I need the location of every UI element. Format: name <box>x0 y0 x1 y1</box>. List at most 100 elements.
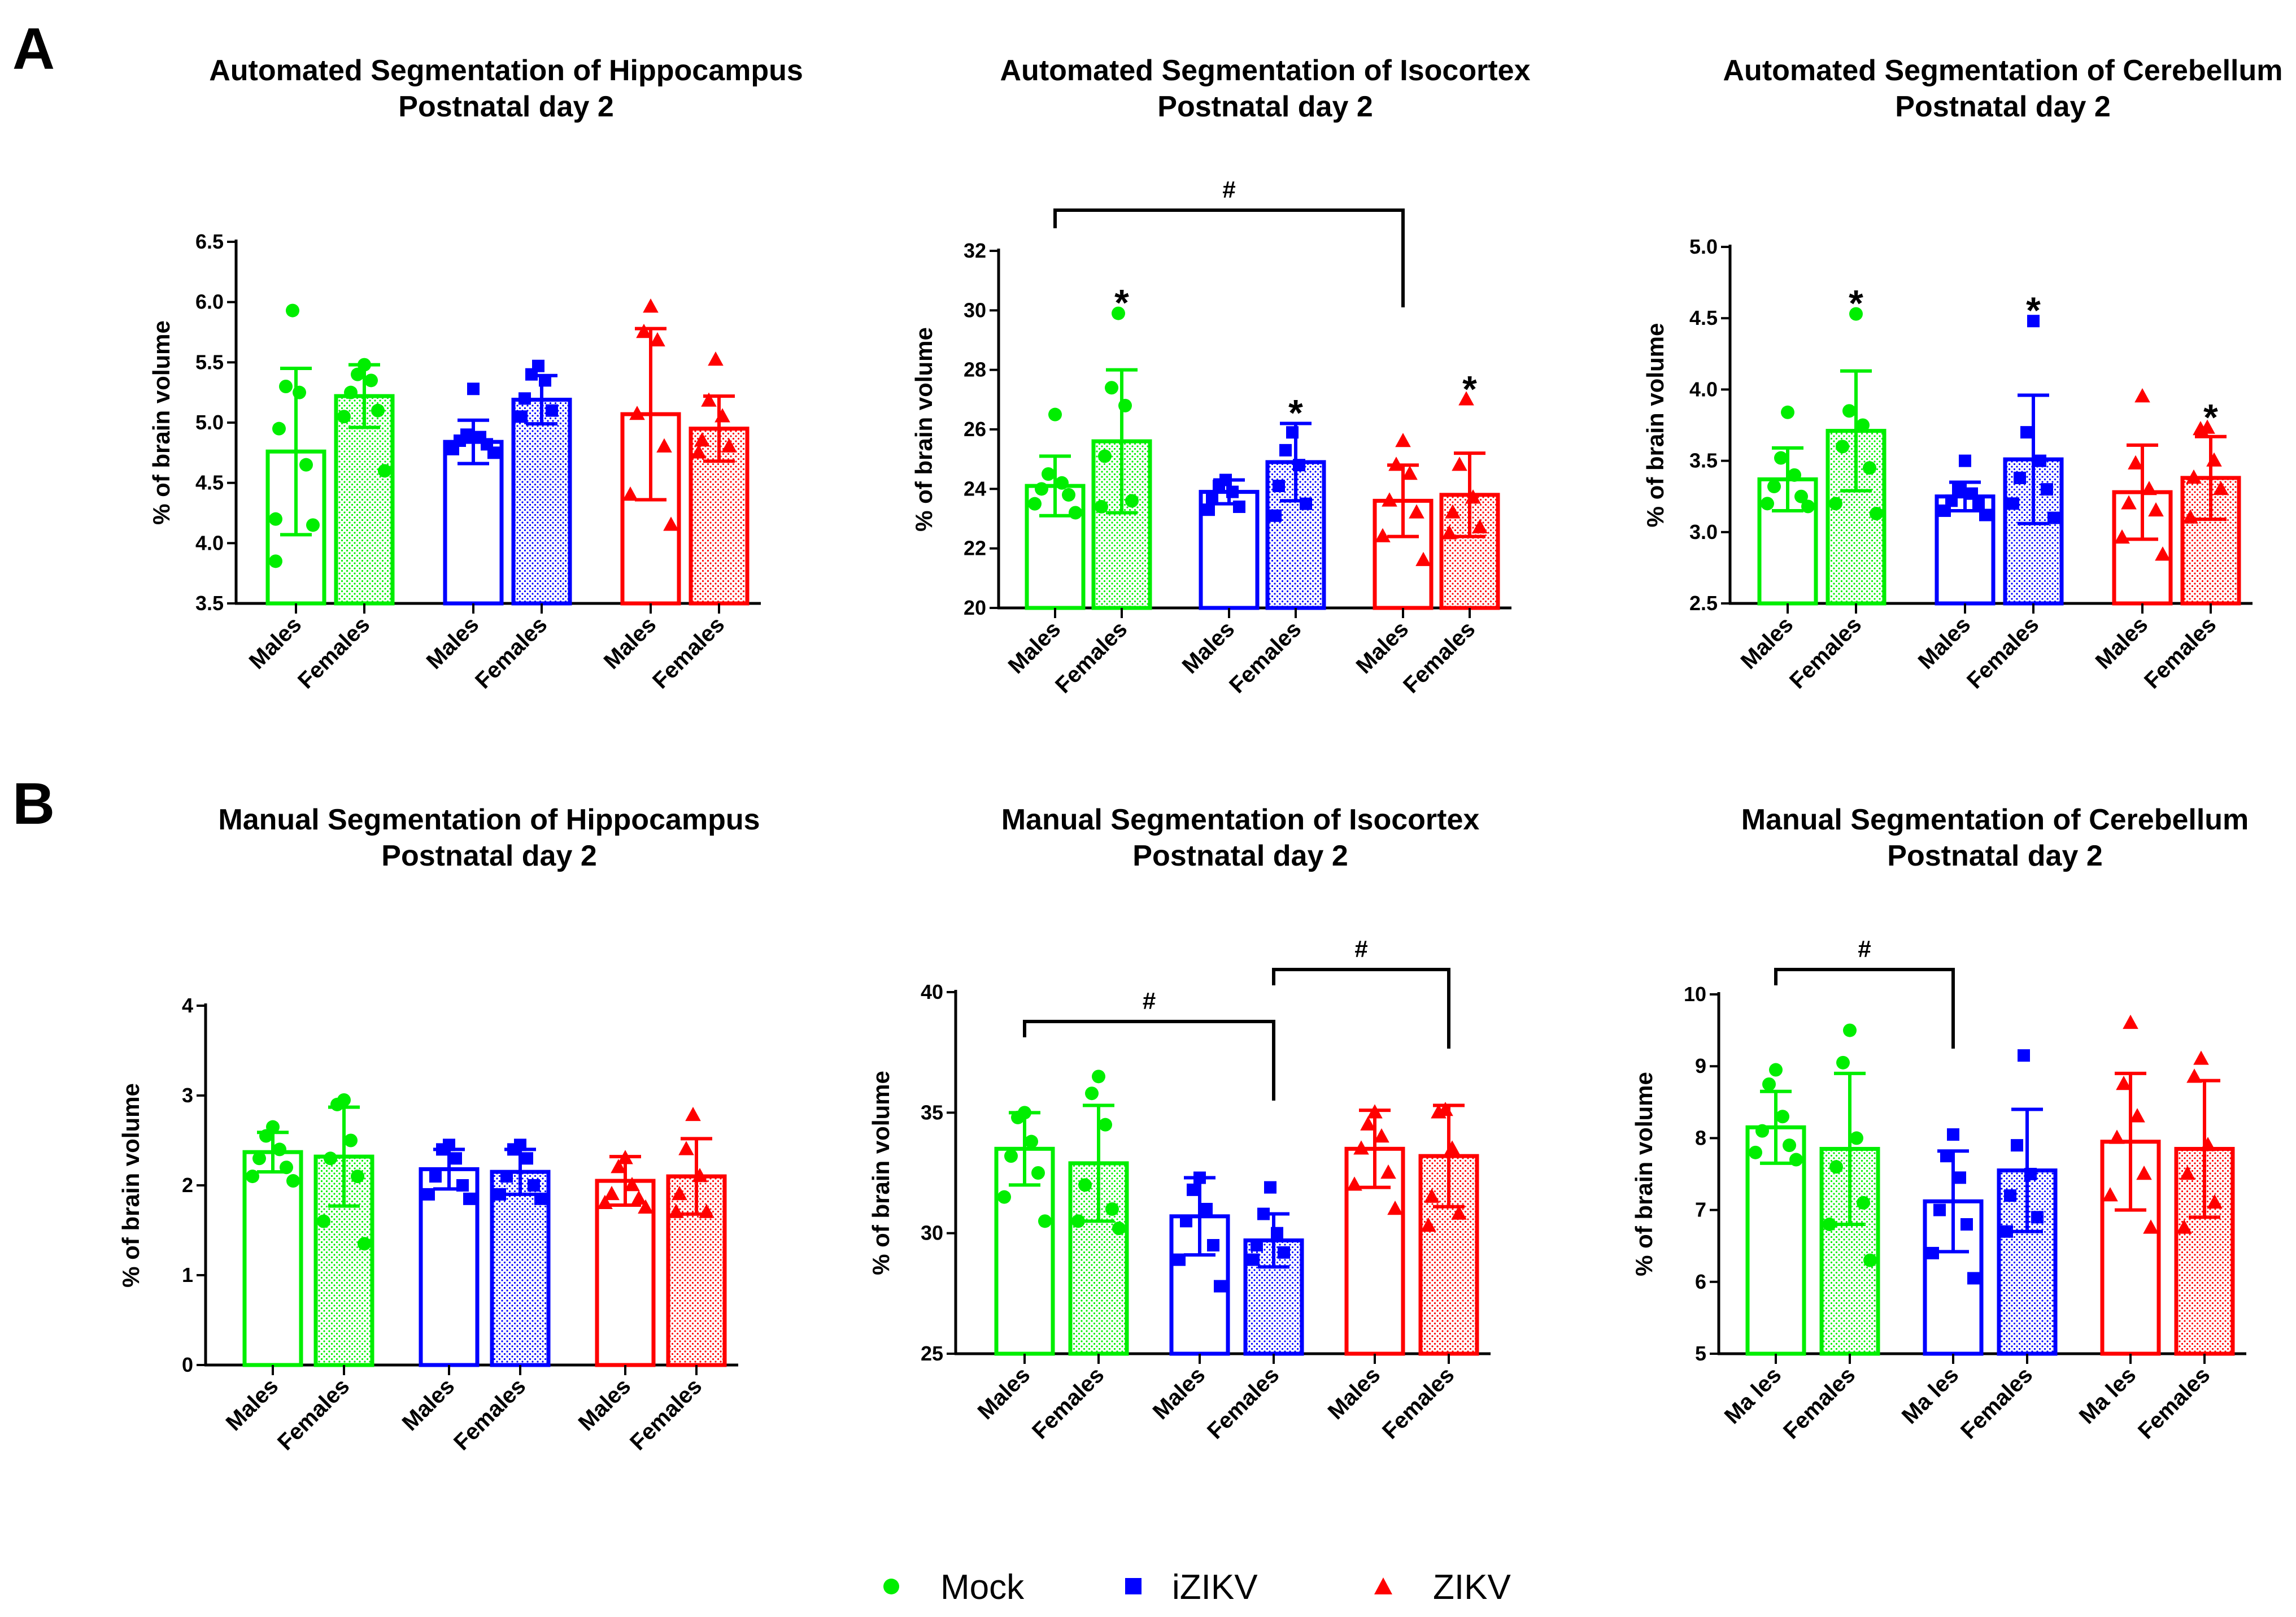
data-point <box>2128 455 2143 470</box>
data-point <box>2134 388 2150 403</box>
data-point <box>1749 1145 1762 1159</box>
chart-auto-cerebellum: Automated Segmentation of CerebellumPost… <box>1642 54 2283 694</box>
data-point <box>685 1106 701 1122</box>
data-point <box>1843 1023 1857 1037</box>
data-point <box>2034 454 2046 467</box>
x-tick-label: Males <box>2091 612 2153 674</box>
data-point <box>1112 306 1125 320</box>
y-tick-label: 2.5 <box>1689 592 1718 615</box>
data-point <box>1801 499 1815 514</box>
data-point <box>2020 426 2033 439</box>
data-point <box>2004 1189 2016 1202</box>
data-point <box>1761 497 1774 511</box>
data-point <box>1038 1214 1052 1228</box>
legend-label-zikv: ZIKV <box>1433 1568 1511 1607</box>
data-point <box>1458 391 1474 406</box>
y-tick-label: 40 <box>921 980 943 1003</box>
data-point <box>997 1190 1011 1204</box>
data-point <box>622 486 638 501</box>
x-tick-label: Females <box>449 1373 530 1455</box>
x-tick-label: Females <box>1378 1362 1459 1444</box>
x-tick-label: Ma les <box>2075 1362 2141 1429</box>
chart-subtitle: Postnatal day 2 <box>1132 840 1348 872</box>
x-tick-label: Females <box>1779 1362 1860 1444</box>
data-point <box>1445 504 1461 519</box>
data-point <box>1042 467 1055 481</box>
legend-label-mock: Mock <box>940 1568 1025 1607</box>
data-point <box>351 367 364 381</box>
data-point <box>269 554 282 568</box>
data-point <box>701 392 717 407</box>
data-point <box>1173 1253 1186 1266</box>
chart-manual-isocortex: Manual Segmentation of Isocortex Postnata… <box>868 803 1491 1444</box>
data-point <box>2047 511 2060 524</box>
y-axis-label: % of brain volume <box>148 320 175 525</box>
data-point <box>721 438 737 453</box>
data-point <box>378 464 391 478</box>
x-tick-label: Females <box>1785 612 1866 693</box>
bar-izikv-males <box>443 440 504 606</box>
data-point <box>1788 468 1801 482</box>
data-point <box>2136 1166 2152 1180</box>
data-point <box>371 403 385 418</box>
data-point <box>306 518 320 532</box>
data-point <box>629 406 645 420</box>
chart-manual-hippocampus: Manual Segmentation of Hippocampus Postna… <box>117 803 760 1455</box>
y-tick-label: 9 <box>1695 1054 1706 1077</box>
data-point <box>1031 1166 1045 1180</box>
data-point <box>429 1170 442 1183</box>
data-point <box>2027 315 2040 328</box>
data-point <box>643 298 659 313</box>
data-point <box>1829 1160 1843 1174</box>
data-point <box>1105 1202 1119 1216</box>
data-point <box>1035 482 1048 496</box>
x-tick-label: Males <box>1323 1362 1386 1424</box>
chart-auto-hippocampus: Automated Segmentation of HippocampusPos… <box>148 54 803 694</box>
significance-star: * <box>2026 289 2041 331</box>
data-point <box>1938 504 1951 517</box>
x-tick-label: Females <box>2133 1362 2215 1444</box>
chart-title: Manual Segmentation of Isocortex <box>1001 803 1480 836</box>
y-tick-label: 3.0 <box>1689 520 1718 544</box>
data-point <box>528 1179 540 1192</box>
bar-zikv-males <box>2112 490 2173 606</box>
data-point <box>1055 476 1069 490</box>
y-tick-label: 4 <box>182 994 193 1017</box>
data-point <box>631 1190 647 1205</box>
x-tick-label: Females <box>1956 1362 2037 1444</box>
data-point <box>1863 1253 1877 1267</box>
data-point <box>1947 1128 1959 1141</box>
data-point <box>1857 1196 1870 1210</box>
data-point <box>273 1142 286 1157</box>
data-point <box>1095 499 1108 514</box>
data-point <box>337 410 351 424</box>
data-point <box>1421 1217 1436 1232</box>
data-point <box>708 351 724 366</box>
significance-star: * <box>1288 392 1303 433</box>
data-point <box>1451 1205 1467 1220</box>
data-point <box>1375 528 1391 542</box>
data-point <box>1078 1178 1092 1192</box>
data-point <box>1098 449 1112 463</box>
chart-subtitle: Postnatal day 2 <box>1895 90 2110 123</box>
data-point <box>2001 1225 2013 1238</box>
legend-marker-mock <box>883 1579 899 1594</box>
data-point <box>1125 494 1139 508</box>
data-point <box>1781 405 1794 419</box>
y-axis-label: % of brain volume <box>910 327 937 532</box>
y-tick-label: 10 <box>1684 983 1706 1006</box>
data-point <box>286 1174 300 1188</box>
y-tick-label: 30 <box>921 1222 943 1245</box>
significance-bracket <box>1272 968 1450 1049</box>
data-point <box>1774 451 1788 465</box>
data-point <box>351 1170 364 1184</box>
data-point <box>272 421 286 436</box>
data-point <box>2143 1219 2159 1234</box>
data-point <box>500 1170 513 1183</box>
data-point <box>2155 546 2171 561</box>
y-tick-label: 8 <box>1695 1126 1706 1149</box>
data-point <box>364 373 378 388</box>
data-point <box>1836 440 1849 454</box>
data-point <box>1247 1253 1260 1266</box>
data-point <box>1180 1215 1192 1228</box>
